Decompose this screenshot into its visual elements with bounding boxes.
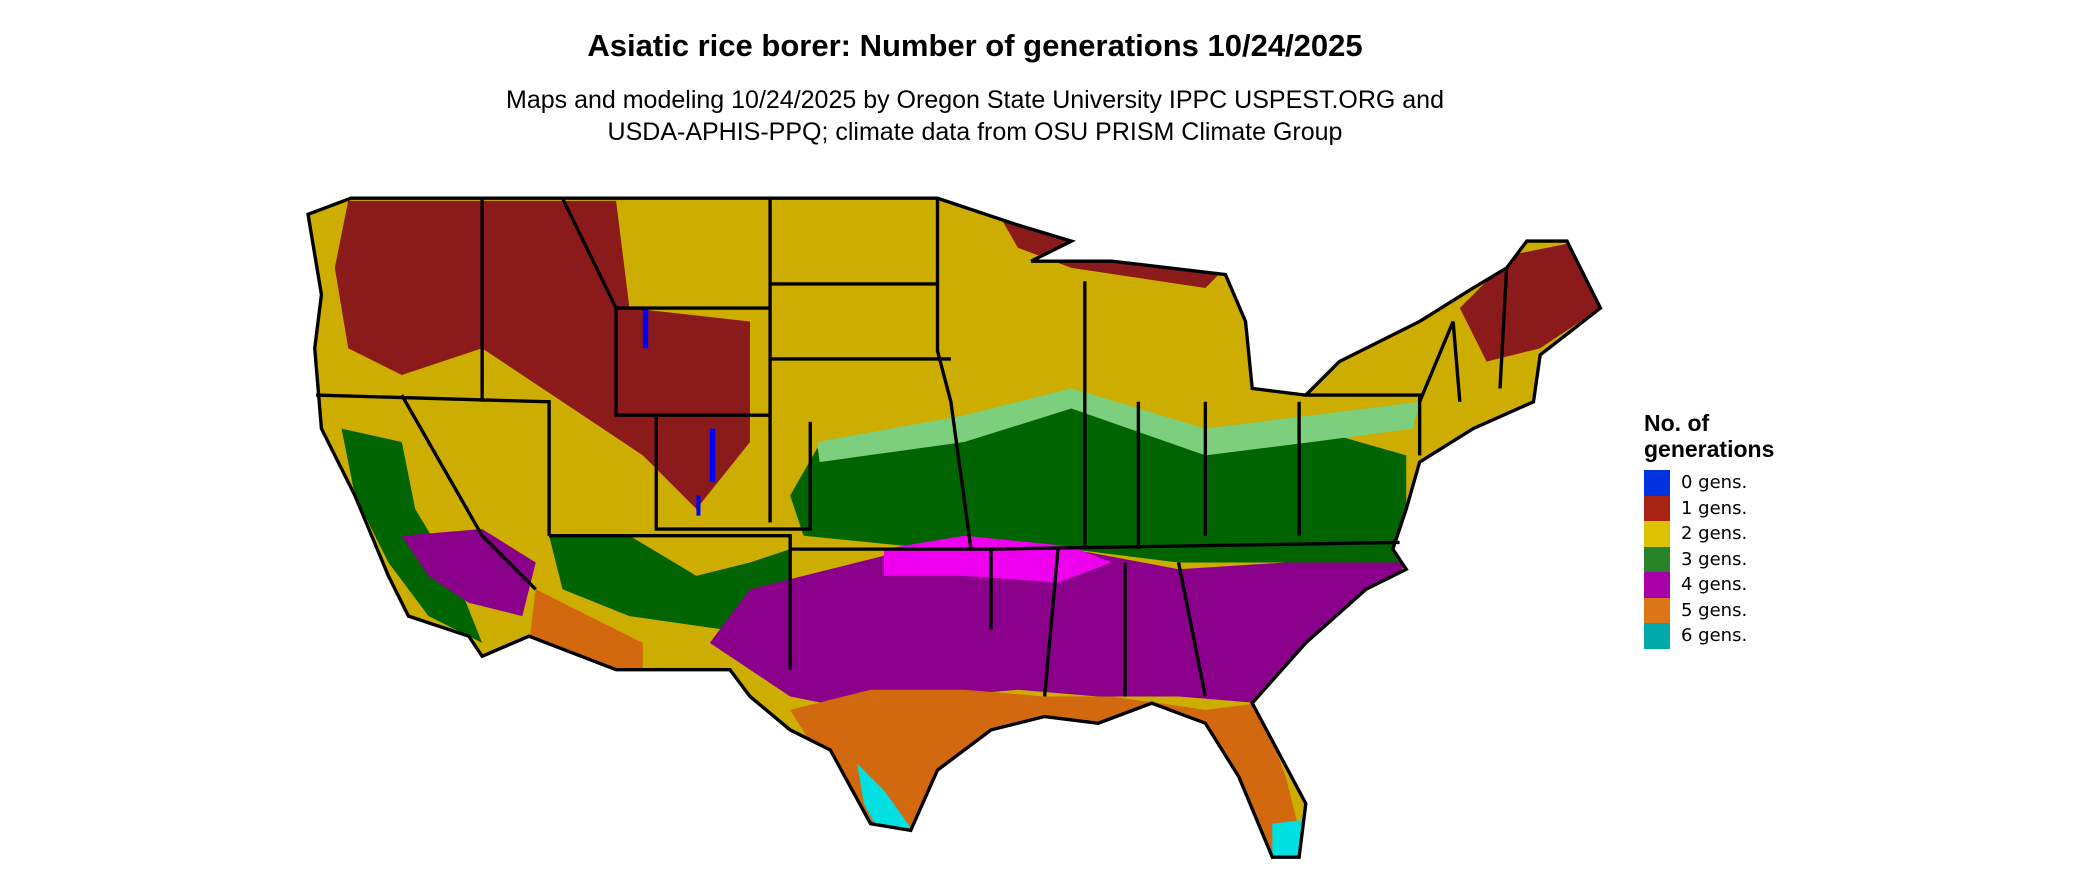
legend-item: 0 gens. xyxy=(1644,470,1774,496)
region-gen6-texas-tip xyxy=(857,763,918,842)
legend-title-line-1: No. of xyxy=(1644,410,1710,436)
legend-item: 6 gens. xyxy=(1644,623,1774,649)
legend-item: 3 gens. xyxy=(1644,546,1774,572)
map-title: Asiatic rice borer: Number of generation… xyxy=(587,28,1363,63)
legend-label: 3 gens. xyxy=(1681,548,1748,570)
subtitle-line-1: Maps and modeling 10/24/2025 by Oregon S… xyxy=(506,86,1444,114)
legend-item: 2 gens. xyxy=(1644,521,1774,547)
legend-swatch xyxy=(1644,572,1670,598)
legend-label: 0 gens. xyxy=(1681,472,1748,494)
region-gen3-southwest xyxy=(549,535,791,630)
region-gen4-southwest xyxy=(401,529,536,617)
subtitle-line-2: USDA-APHIS-PPQ; climate data from OSU PR… xyxy=(607,118,1343,146)
legend-swatch xyxy=(1644,623,1670,649)
legend-swatch xyxy=(1644,521,1670,547)
legend-label: 2 gens. xyxy=(1681,523,1748,545)
legend-swatch xyxy=(1644,546,1670,572)
region-gen6-florida-tip xyxy=(1272,819,1306,858)
legend-swatch xyxy=(1644,495,1670,521)
region-gen4-south xyxy=(709,542,1407,710)
region-gen3-light-band xyxy=(816,388,1420,463)
legend-item: 1 gens. xyxy=(1644,495,1774,521)
region-gen5-gulf xyxy=(790,689,1306,858)
legend-item: 4 gens. xyxy=(1644,572,1774,598)
legend-title-line-2: generations xyxy=(1644,436,1775,462)
legend-swatch xyxy=(1644,597,1670,623)
region-gen1-northwest xyxy=(334,200,750,509)
region-gen1-northeast xyxy=(1459,241,1601,362)
legend-swatch xyxy=(1644,470,1670,496)
legend-item: 5 gens. xyxy=(1644,597,1774,623)
map-subtitle: Maps and modeling 10/24/2025 by Oregon S… xyxy=(0,84,1950,148)
legend-label: 1 gens. xyxy=(1681,497,1748,519)
legend-title: No. of generations xyxy=(1644,410,1774,462)
legend: No. of generations 0 gens. 1 gens. 2 gens.… xyxy=(1644,410,1774,649)
legend-label: 6 gens. xyxy=(1681,625,1748,647)
legend-label: 4 gens. xyxy=(1681,574,1748,596)
state-boundaries xyxy=(306,196,1603,859)
legend-label: 5 gens. xyxy=(1681,599,1748,621)
